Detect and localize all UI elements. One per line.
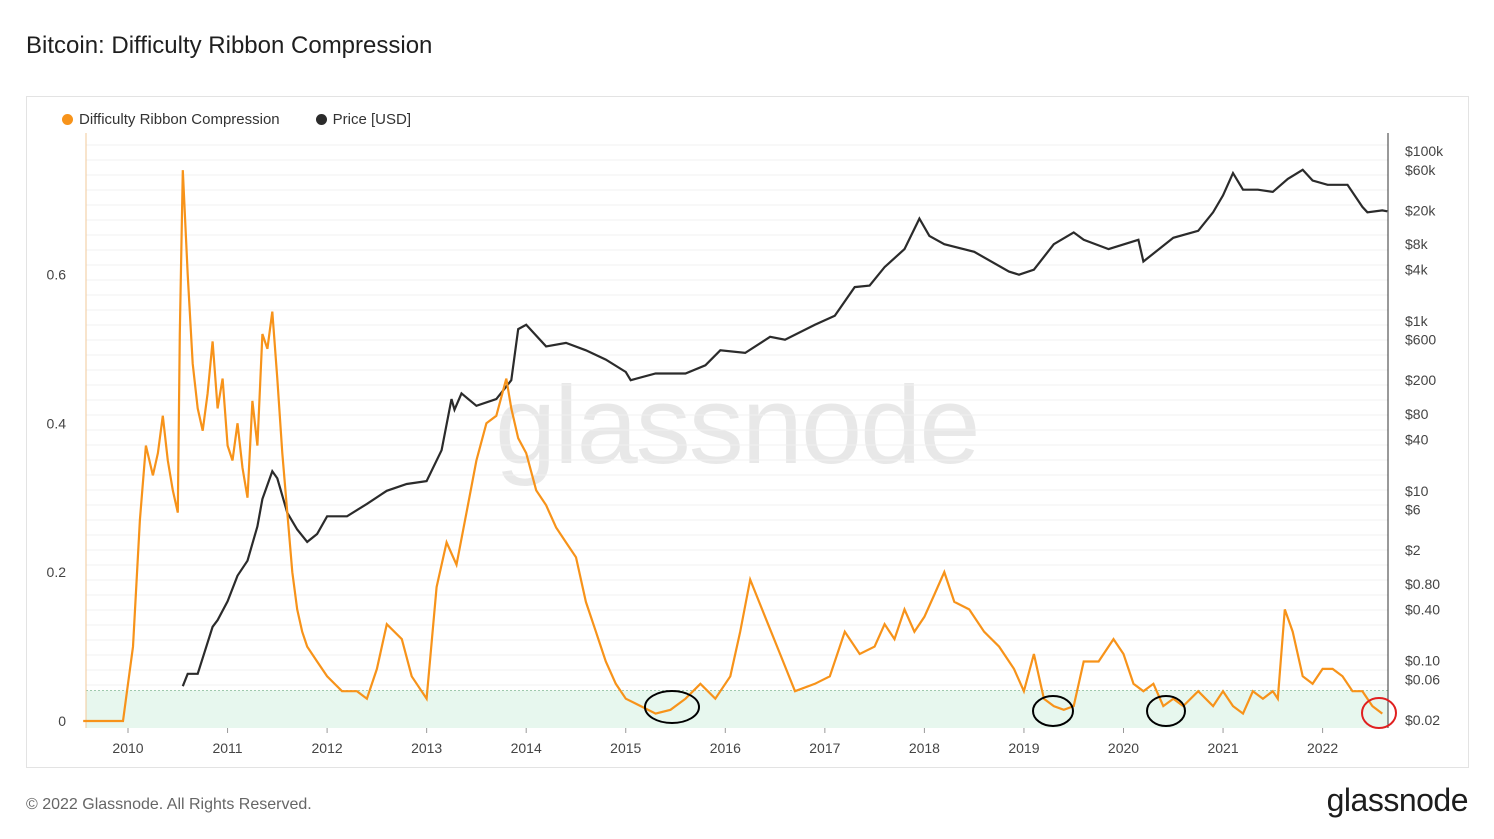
right-tick-label: $0.10 — [1405, 653, 1440, 669]
x-tick-label: 2011 — [212, 740, 242, 756]
grid — [86, 144, 1388, 716]
legend-label-price: Price [USD] — [332, 111, 411, 128]
right-tick-label: $20k — [1405, 202, 1436, 218]
legend-dot-price — [315, 114, 327, 125]
right-tick-label: $2 — [1405, 542, 1421, 558]
right-tick-label: $600 — [1405, 332, 1436, 348]
ribbon-series-line — [83, 170, 1383, 723]
right-tick-label: $4k — [1405, 262, 1429, 278]
x-tick-label: 2017 — [809, 740, 840, 756]
right-tick-label: $100k — [1405, 143, 1444, 159]
x-axis-ticks: 2010 2011 2012 2013 2014 2015 2016 2017 2018 2019… — [112, 728, 1338, 756]
highlight-circle — [1361, 697, 1397, 729]
footer-copyright: © 2022 Glassnode. All Rights Reserved. — [26, 796, 312, 813]
chart-panel — [26, 96, 1469, 768]
left-axis-ticks: 0 0.2 0.4 0.6 — [47, 266, 67, 729]
legend: Difficulty Ribbon Compression Price [USD… — [62, 111, 411, 128]
left-tick-label: 0.4 — [47, 415, 67, 431]
right-tick-label: $0.40 — [1405, 601, 1440, 617]
x-tick-label: 2022 — [1307, 740, 1338, 756]
right-tick-label: $0.80 — [1405, 576, 1440, 592]
x-tick-label: 2015 — [610, 740, 641, 756]
x-tick-label: 2012 — [312, 740, 343, 756]
x-tick-label: 2019 — [1008, 740, 1039, 756]
left-tick-label: 0 — [58, 713, 66, 729]
left-tick-label: 0.6 — [47, 266, 67, 282]
x-tick-label: 2016 — [710, 740, 741, 756]
right-tick-label: $10 — [1405, 483, 1429, 499]
left-tick-label: 0.2 — [47, 564, 67, 580]
right-tick-label: $200 — [1405, 372, 1436, 388]
x-tick-label: 2018 — [909, 740, 940, 756]
x-tick-label: 2014 — [511, 740, 542, 756]
right-tick-label: $80 — [1405, 406, 1429, 422]
right-tick-label: $0.02 — [1405, 712, 1440, 728]
x-tick-label: 2013 — [411, 740, 442, 756]
x-tick-label: 2021 — [1207, 740, 1238, 756]
right-tick-label: $0.06 — [1405, 671, 1440, 687]
highlight-circle — [1032, 695, 1074, 727]
right-tick-label: $1k — [1405, 313, 1429, 329]
legend-item-ribbon[interactable]: Difficulty Ribbon Compression — [62, 111, 280, 128]
price-series-line — [181, 168, 1388, 687]
x-tick-label: 2020 — [1108, 740, 1139, 756]
right-tick-label: $6 — [1405, 502, 1421, 518]
x-tick-label: 2010 — [112, 740, 143, 756]
legend-item-price[interactable]: Price [USD] — [315, 111, 411, 128]
legend-label-ribbon: Difficulty Ribbon Compression — [79, 111, 280, 128]
footer-logo: glassnode — [1326, 782, 1469, 818]
page-title: Bitcoin: Difficulty Ribbon Compression — [26, 32, 433, 59]
right-axis-ticks: $100k $60k $20k $8k $4k $1k $600 $200 $80 $40 $10 $… — [1405, 143, 1444, 728]
legend-dot-ribbon — [62, 114, 73, 125]
highlight-circle — [644, 690, 700, 724]
right-tick-label: $40 — [1405, 432, 1429, 448]
highlight-circles — [644, 690, 1397, 729]
right-tick-label: $60k — [1405, 162, 1436, 178]
right-tick-label: $8k — [1405, 236, 1429, 252]
highlight-circle — [1146, 695, 1186, 727]
